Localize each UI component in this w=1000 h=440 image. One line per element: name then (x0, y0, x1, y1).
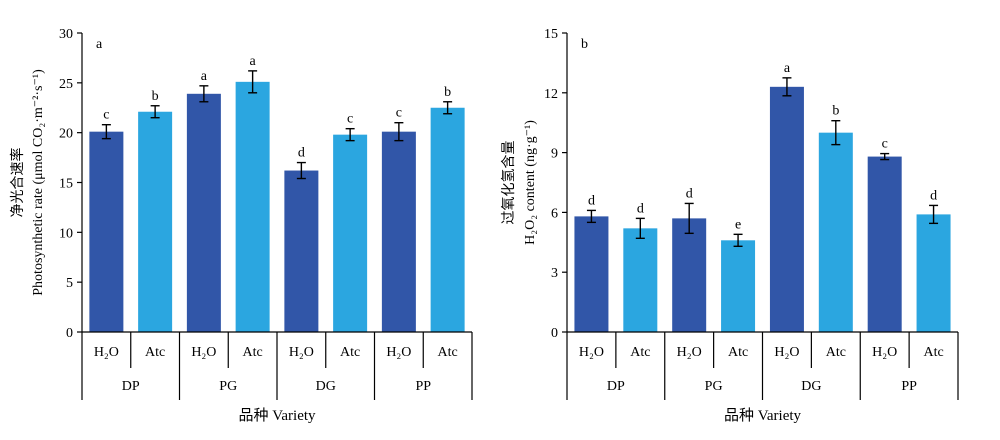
y-tick-label: 15 (59, 177, 73, 192)
x-treatment-label: Atc (728, 345, 748, 360)
bar-DG-h2o (769, 86, 804, 332)
x-variety-label: PP (415, 379, 431, 394)
y-tick-label: 10 (59, 226, 73, 241)
y-tick-label: 0 (66, 326, 73, 341)
y-axis-title-en: Photosynthetic rate (μmol CO₂·m⁻²·s⁻¹) (31, 69, 46, 296)
x-treatment-label: Atc (438, 345, 458, 360)
significance-letter: b (832, 104, 839, 119)
x-variety-label: PG (219, 379, 237, 394)
significance-letter: a (784, 61, 791, 76)
bar-DP-h2o (574, 216, 609, 332)
y-tick-label: 15 (544, 27, 558, 42)
x-treatment-label: H₂O (94, 345, 119, 360)
y-axis-title-en: H₂O₂ content (ng·g⁻¹) (523, 120, 538, 245)
x-treatment-label: H₂O (289, 345, 314, 360)
bar-PG-atc (235, 81, 270, 332)
bar-DP-h2o (89, 131, 124, 332)
significance-letter: b (152, 89, 159, 104)
bar-PP-h2o (867, 156, 902, 332)
significance-letter: c (103, 108, 109, 123)
x-treatment-label: Atc (243, 345, 263, 360)
x-treatment-label: Atc (826, 345, 846, 360)
significance-letter: c (882, 137, 888, 152)
significance-letter: b (444, 85, 451, 100)
significance-letter: d (686, 186, 693, 201)
y-axis-title-cn: 净光合速率 (9, 148, 26, 218)
x-treatment-label: H₂O (774, 345, 799, 360)
x-treatment-label: Atc (340, 345, 360, 360)
y-tick-label: 5 (66, 276, 73, 291)
chart-panel-b: d d d e a b c d 0 3 6 9 12 15 H₂O Atc DP H₂O Atc PG H₂O Atc DG… (501, 27, 959, 424)
y-tick-label: 6 (551, 206, 558, 221)
x-treatment-label: H₂O (386, 345, 411, 360)
x-treatment-label: Atc (630, 345, 650, 360)
y-axis-title-cn: 过氧化氢含量 (501, 141, 517, 225)
x-treatment-label: H₂O (872, 345, 897, 360)
y-tick-label: 12 (544, 87, 558, 102)
x-axis-title: 品种 Variety (238, 407, 316, 424)
chart-panel-a: c b a a d c c b 0 5 10 15 20 25 30 H₂O Atc DP H₂O Atc PG H₂O A… (9, 27, 473, 424)
bar-DG-atc (333, 134, 368, 332)
y-tick-label: 25 (59, 77, 73, 92)
significance-letter: a (201, 69, 208, 84)
x-treatment-label: Atc (145, 345, 165, 360)
panel-label: b (581, 37, 588, 52)
significance-letter: d (588, 193, 595, 208)
bar-PP-h2o (381, 131, 416, 332)
bar-DP-atc (623, 228, 658, 332)
x-treatment-label: H₂O (579, 345, 604, 360)
x-variety-label: DG (801, 379, 821, 394)
x-treatment-label: H₂O (191, 345, 216, 360)
bar-PG-h2o (672, 218, 707, 332)
y-tick-label: 9 (551, 147, 558, 162)
significance-letter: d (930, 188, 937, 203)
x-variety-label: PP (901, 379, 917, 394)
y-tick-label: 0 (551, 326, 558, 341)
significance-letter: a (250, 54, 257, 69)
bar-DG-atc (818, 132, 853, 332)
panel-label: a (96, 37, 103, 52)
x-variety-label: PG (705, 379, 723, 394)
significance-letter: c (396, 106, 402, 121)
x-variety-label: DP (607, 379, 625, 394)
y-tick-label: 30 (59, 27, 73, 42)
x-axis-title: 品种 Variety (724, 407, 802, 424)
bar-PP-atc (916, 214, 951, 332)
significance-letter: d (637, 201, 644, 216)
significance-letter: d (298, 146, 305, 161)
y-tick-label: 3 (551, 266, 558, 281)
bar-PP-atc (430, 107, 465, 332)
significance-letter: c (347, 112, 353, 127)
significance-letter: e (735, 217, 741, 232)
x-treatment-label: Atc (923, 345, 943, 360)
x-treatment-label: H₂O (677, 345, 702, 360)
x-variety-label: DP (122, 379, 140, 394)
x-variety-label: DG (316, 379, 336, 394)
bar-PG-atc (721, 240, 756, 332)
bar-DP-atc (138, 111, 173, 332)
bar-PG-h2o (186, 93, 221, 333)
y-tick-label: 20 (59, 127, 73, 142)
bar-DG-h2o (284, 170, 319, 332)
